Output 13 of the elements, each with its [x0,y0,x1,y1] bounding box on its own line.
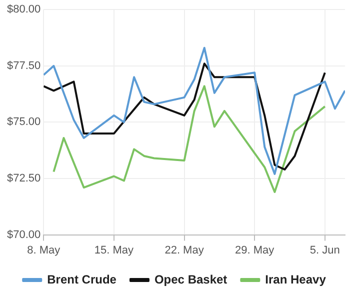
x-tick-label: 15. May [94,244,134,256]
legend-label: Opec Basket [154,272,228,286]
x-tick-label: 5. Jun [310,244,340,256]
legend-label: Iran Heavy [265,272,326,286]
y-tick-label: $70.00 [6,228,41,241]
y-tick-label: $75.00 [6,116,41,128]
x-tick-label: 8. May [27,244,61,256]
x-tick-label: 29. May [235,244,275,256]
legend-label: Brent Crude [47,272,117,286]
y-tick-label: $77.50 [6,60,41,72]
y-tick-label: $72.50 [6,172,41,185]
y-tick-label: $80.00 [6,4,41,16]
x-tick-label: 22. May [164,244,204,256]
